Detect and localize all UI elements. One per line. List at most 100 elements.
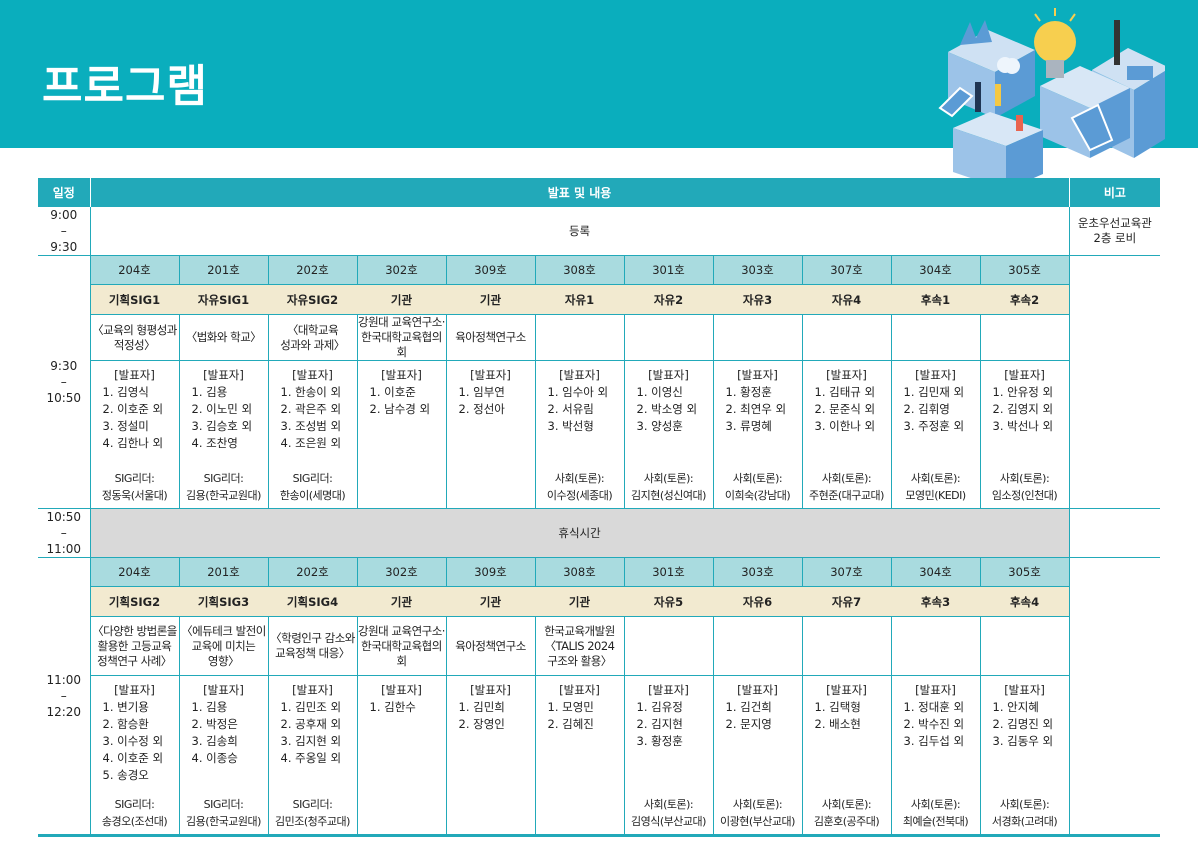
presenter-box: [발표자] 1. 안지혜 2. 김명진 외 3. 김동우 외 사회(토론): 서경화(고려… <box>981 676 1069 834</box>
session-presenters: [발표자] 1. 변기용 2. 함승환 3. 이수정 외 4. 이호준 외 5. 송경오 S… <box>89 675 180 837</box>
session-topic: 〈다양한 방법론을 활용한 고등교육 정책연구 사례〉 <box>89 616 180 676</box>
illustration-cubes-lightbulb <box>938 8 1165 190</box>
presenter-item: 2. 박수진 외 <box>903 717 965 731</box>
presenter-item: 1. 김영식 <box>102 385 149 399</box>
presenter-item: 2. 배소현 <box>814 717 861 731</box>
chair-person: 김민조(청주교대) <box>275 815 350 828</box>
session-chair: 사회(토론): 모영민(KEDI) <box>892 470 980 504</box>
session-category: 자유3 <box>712 284 803 315</box>
presenter-item: 1. 김한수 <box>369 700 416 714</box>
session-topic: 〈학령인구 감소와 교육정책 대응〉 <box>267 616 358 676</box>
chair-person: 임소정(인천대) <box>991 489 1058 502</box>
presenter-item: 2. 김영지 외 <box>992 402 1054 416</box>
chair-person: 김영식(부산교대) <box>631 815 706 828</box>
chair-role: SIG리더: <box>114 472 155 485</box>
session-topic <box>534 314 625 361</box>
session-topic: 육아정책연구소 <box>445 616 536 676</box>
session-category: 자유SIG2 <box>267 284 358 315</box>
topic-row: 〈교육의 형평성과 적정성〉 〈법화와 학교〉 〈대학교육 성과와 과제〉 강원대 교… <box>38 314 1160 361</box>
presenter-item: 2. 김휘영 <box>903 402 950 416</box>
presenter-box: [발표자] 1. 한송이 외 2. 곽은주 외 3. 조성범 외 4. 조은원 외 SIG… <box>269 361 357 508</box>
presenter-list: [발표자] 1. 황정훈 2. 최연우 외 3. 류명혜 <box>714 367 802 435</box>
session-topic <box>979 616 1070 676</box>
presenter-item: 2. 김혜진 <box>547 717 594 731</box>
room-number: 204호 <box>89 255 180 285</box>
presenter-item: 3. 류명혜 <box>725 419 772 433</box>
chair-person: 모영민(KEDI) <box>905 489 966 502</box>
presenter-item: 1. 김민희 <box>458 700 505 714</box>
time-cell: 9:30 – 10:50 <box>38 255 91 509</box>
session-category: 기획SIG1 <box>89 284 180 315</box>
presenter-list: [발표자] 1. 변기용 2. 함승환 3. 이수정 외 4. 이호준 외 5. 송경오 <box>91 682 179 784</box>
presenter-heading: [발표자] <box>559 368 600 382</box>
presenter-list: [발표자] 1. 이호준 2. 남수경 외 <box>358 367 446 418</box>
category-row: 기획SIG1 자유SIG1 자유SIG2 기관 기관 자유1 자유2 자유3 자유4 후속1 후속2 <box>38 284 1160 315</box>
lightbulb-icon <box>1034 8 1076 78</box>
column-header-note: 비고 <box>1068 178 1161 207</box>
room-number: 302호 <box>356 557 447 587</box>
session-presenters: [발표자] 1. 김한수 <box>356 675 447 837</box>
presenter-item: 2. 남수경 외 <box>369 402 431 416</box>
presenter-box: [발표자] 1. 김건희 2. 문지영 사회(토론): 이광현(부산교대) <box>714 676 802 834</box>
presenter-item: 4. 주옹일 외 <box>280 751 342 765</box>
topic-row: 〈다양한 방법론을 활용한 고등교육 정책연구 사례〉 〈에듀테크 발전이 교육에… <box>38 616 1160 676</box>
presenter-item: 1. 임부연 <box>458 385 505 399</box>
session-category: 후속1 <box>890 284 981 315</box>
presenter-list: [발표자] 1. 모영민 2. 김혜진 <box>536 682 624 733</box>
session-presenters: [발표자] 1. 김용 2. 이노민 외 3. 김승호 외 4. 조찬영 SIG리더: 김용… <box>178 360 269 509</box>
presenter-item: 2. 박정은 <box>191 717 238 731</box>
presenter-item: 4. 이종승 <box>191 751 238 765</box>
presenter-list: [발표자] 1. 김민재 외 2. 김휘영 3. 주정훈 외 <box>892 367 980 435</box>
room-number: 303호 <box>712 255 803 285</box>
chair-person: 김훈호(공주대) <box>813 815 880 828</box>
presenter-item: 3. 조성범 외 <box>280 419 342 433</box>
room-number: 305호 <box>979 557 1070 587</box>
presenter-item: 1. 안유정 외 <box>992 385 1054 399</box>
presenter-item: 1. 김택형 <box>814 700 861 714</box>
chair-person: 김지현(성신여대) <box>631 489 706 502</box>
room-number: 304호 <box>890 557 981 587</box>
presenter-item: 3. 김두섭 외 <box>903 734 965 748</box>
presenter-item: 2. 박소영 외 <box>636 402 698 416</box>
presenter-box: [발표자] 1. 정대훈 외 2. 박수진 외 3. 김두섭 외 사회(토론): 최예슬(… <box>892 676 980 834</box>
chair-person: 주현준(대구교대) <box>809 489 884 502</box>
session-category: 기관 <box>356 284 447 315</box>
presenter-item: 1. 한송이 외 <box>280 385 342 399</box>
chair-person: 김용(한국교원대) <box>186 489 261 502</box>
registration-label: 등록 <box>89 206 1070 256</box>
presenter-list: [발표자] 1. 김민희 2. 장영인 <box>447 682 535 733</box>
presenter-list: [발표자] 1. 김용 2. 박정은 3. 김송희 4. 이종승 <box>180 682 268 767</box>
presenter-box: [발표자] 1. 변기용 2. 함승환 3. 이수정 외 4. 이호준 외 5. 송경오 S… <box>91 676 179 834</box>
session-chair: 사회(토론): 이수정(세종대) <box>536 470 624 504</box>
time-cell: 9:00 – 9:30 <box>38 206 91 256</box>
presenter-box: [발표자] 1. 김택형 2. 배소현 사회(토론): 김훈호(공주대) <box>803 676 891 834</box>
session-chair: 사회(토론): 서경화(고려대) <box>981 796 1069 830</box>
presenter-item: 3. 박선나 외 <box>992 419 1054 433</box>
session-chair: SIG리더: 송경오(조선대) <box>91 796 179 830</box>
room-number: 301호 <box>623 557 714 587</box>
chair-role: SIG리더: <box>203 798 244 811</box>
presenter-box: [발표자] 1. 이호준 2. 남수경 외 <box>358 361 446 508</box>
presenter-item: 3. 양성훈 <box>636 419 683 433</box>
chair-role: 사회(토론): <box>821 798 872 811</box>
note-cell <box>1068 508 1161 558</box>
presenter-item: 4. 조은원 외 <box>280 436 342 450</box>
presenter-item: 3. 박선형 <box>547 419 594 433</box>
chair-person: 정동욱(서울대) <box>101 489 168 502</box>
session-category: 후속2 <box>979 284 1070 315</box>
presenter-list: [발표자] 1. 임부연 2. 정선아 <box>447 367 535 418</box>
chair-person: 서경화(고려대) <box>991 815 1058 828</box>
session-topic <box>979 314 1070 361</box>
session-topic <box>801 616 892 676</box>
chair-role: SIG리더: <box>114 798 155 811</box>
presenter-list: [발표자] 1. 김유정 2. 김지현 3. 황정훈 <box>625 682 713 750</box>
presenter-item: 2. 김명진 외 <box>992 717 1054 731</box>
chair-role: 사회(토론): <box>643 798 694 811</box>
presenter-item: 3. 김송희 <box>191 734 238 748</box>
session-presenters: [발표자] 1. 황정훈 2. 최연우 외 3. 류명혜 사회(토론): 이희숙(강남대) <box>712 360 803 509</box>
presenter-list: [발표자] 1. 김영식 2. 이호준 외 3. 정설미 4. 김한나 외 <box>91 367 179 452</box>
session-category: 자유SIG1 <box>178 284 269 315</box>
session-topic <box>712 314 803 361</box>
presenter-item: 1. 안지혜 <box>992 700 1039 714</box>
session-topic: 〈대학교육 성과와 과제〉 <box>267 314 358 361</box>
